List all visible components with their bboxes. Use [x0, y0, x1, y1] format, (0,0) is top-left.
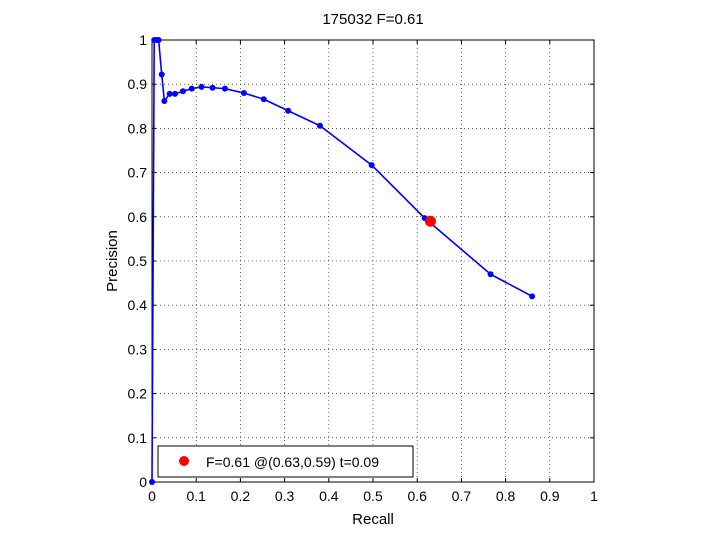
data-point — [285, 107, 292, 114]
legend-entry: F=0.61 @(0.63,0.59) t=0.09 — [206, 454, 379, 470]
data-point — [529, 293, 536, 300]
best-f-marker — [424, 215, 436, 227]
x-tick-label: 0.3 — [275, 488, 295, 504]
x-tick-label: 0.5 — [363, 488, 383, 504]
data-point — [188, 85, 195, 92]
data-point — [316, 122, 323, 129]
x-tick-label: 0.2 — [231, 488, 251, 504]
grid — [152, 40, 594, 482]
data-point — [260, 96, 267, 103]
data-point — [155, 37, 162, 43]
data-point — [158, 71, 165, 78]
legend: F=0.61 @(0.63,0.59) t=0.09 — [157, 445, 414, 478]
data-point — [149, 479, 155, 485]
chart-title: 175032 F=0.61 — [322, 11, 423, 28]
data-point — [161, 97, 168, 104]
x-tick-label: 1 — [590, 488, 598, 504]
y-tick-label: 0.9 — [128, 76, 148, 92]
y-tick-label: 0.1 — [128, 430, 148, 446]
series — [149, 37, 536, 485]
data-point — [166, 90, 173, 97]
y-tick-label: 0.2 — [128, 386, 148, 402]
data-point — [171, 90, 178, 97]
data-point — [179, 88, 186, 95]
legend-box — [157, 445, 414, 478]
x-tick-label: 0 — [148, 488, 156, 504]
x-axis-label: Recall — [352, 511, 394, 528]
y-tick-label: 0.3 — [128, 341, 148, 357]
legend-marker — [179, 456, 189, 466]
y-tick-label: 0.5 — [128, 253, 148, 269]
y-axis-label: Precision — [104, 230, 121, 292]
y-tick-label: 0.6 — [128, 209, 148, 225]
x-tick-label: 0.7 — [452, 488, 472, 504]
y-tick-label: 0 — [139, 474, 147, 490]
x-tick-label: 0.1 — [186, 488, 206, 504]
y-tick-label: 0.8 — [128, 120, 148, 136]
y-tick-label: 1 — [139, 32, 147, 48]
data-point — [198, 83, 205, 90]
x-tick-label: 0.9 — [540, 488, 560, 504]
data-point — [221, 85, 228, 92]
y-tick-label: 0.7 — [128, 165, 148, 181]
data-point — [209, 84, 216, 91]
x-tick-label: 0.8 — [496, 488, 516, 504]
x-tick-label: 0.6 — [407, 488, 427, 504]
data-point — [368, 162, 375, 169]
y-tick-label: 0.4 — [128, 297, 148, 313]
axis-tick-labels: 0 0.1 0.2 0.3 0.4 0.5 0.6 0.7 0.8 0.9 1 0 0.1 0.2 0.3 0… — [128, 32, 599, 504]
axis-ticks — [151, 39, 595, 483]
data-point — [240, 90, 247, 97]
data-point — [487, 271, 494, 278]
x-tick-label: 0.4 — [319, 488, 339, 504]
best-f-point — [424, 215, 436, 227]
